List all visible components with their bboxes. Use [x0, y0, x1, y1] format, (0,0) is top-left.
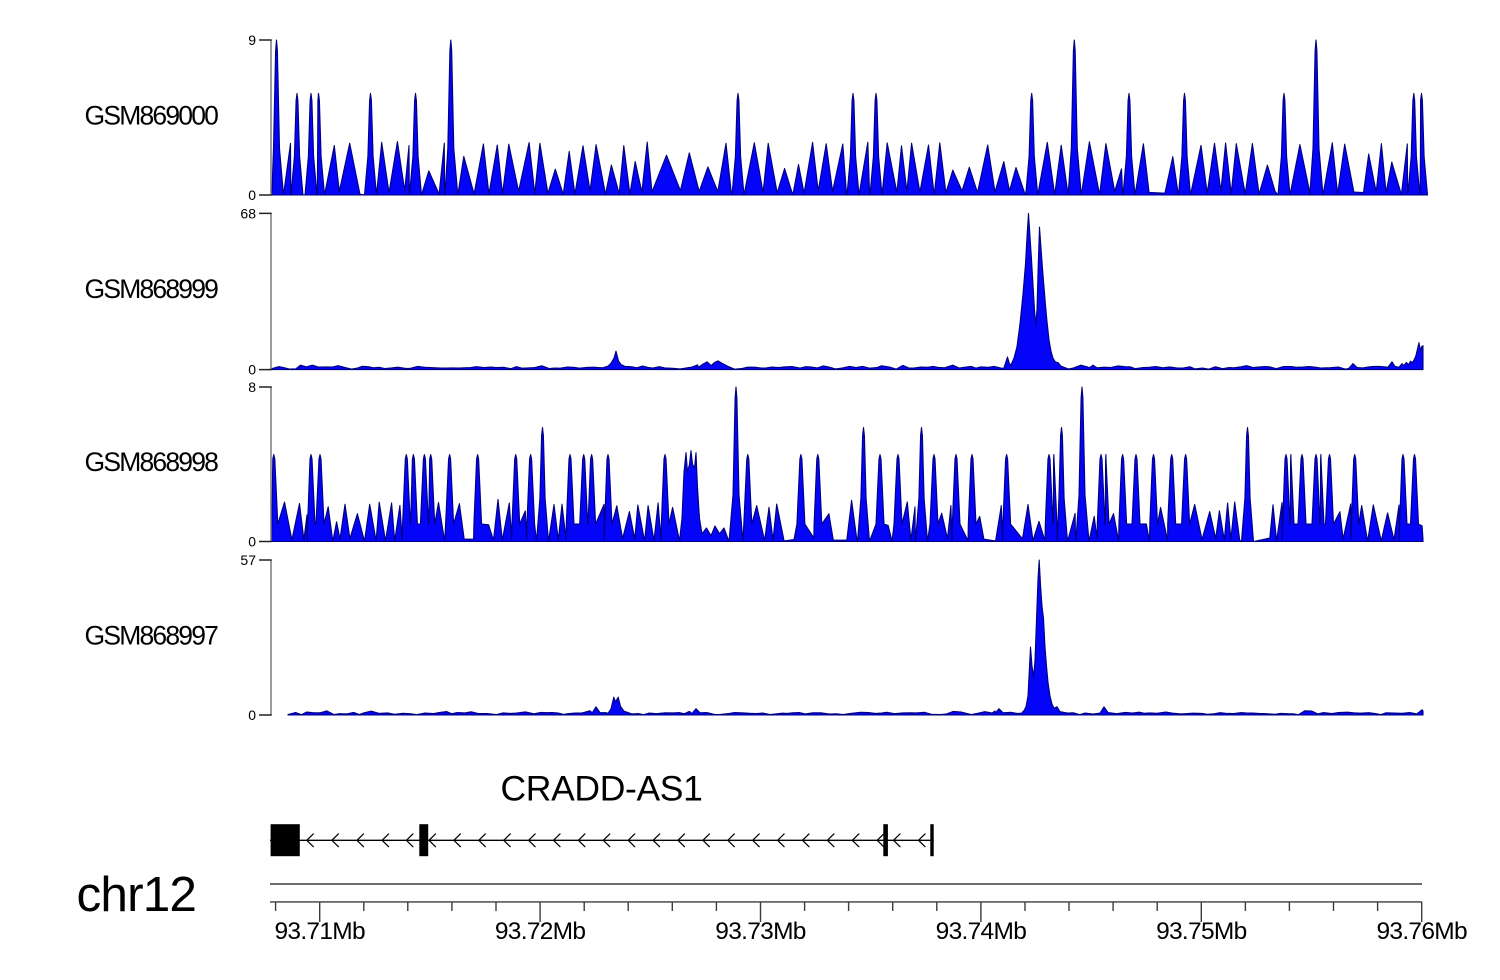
- svg-text:0: 0: [248, 187, 256, 203]
- svg-text:8: 8: [248, 379, 256, 395]
- svg-text:0: 0: [248, 362, 256, 378]
- svg-text:93.72Mb: 93.72Mb: [495, 918, 586, 945]
- svg-text:93.71Mb: 93.71Mb: [274, 918, 365, 945]
- svg-text:GSM869000: GSM869000: [85, 101, 219, 131]
- svg-text:GSM868998: GSM868998: [85, 447, 219, 477]
- svg-text:0: 0: [248, 534, 256, 550]
- svg-text:9: 9: [248, 32, 256, 48]
- svg-text:93.75Mb: 93.75Mb: [1156, 918, 1247, 945]
- svg-text:57: 57: [240, 552, 256, 568]
- svg-text:GSM868999: GSM868999: [85, 274, 219, 304]
- svg-text:93.74Mb: 93.74Mb: [936, 918, 1027, 945]
- svg-text:CRADD-AS1: CRADD-AS1: [501, 769, 703, 809]
- svg-text:GSM868997: GSM868997: [85, 621, 219, 651]
- svg-text:68: 68: [240, 205, 256, 221]
- svg-text:93.73Mb: 93.73Mb: [715, 918, 806, 945]
- svg-text:0: 0: [248, 707, 256, 723]
- svg-text:93.76Mb: 93.76Mb: [1376, 918, 1467, 945]
- svg-text:chr12: chr12: [77, 867, 197, 922]
